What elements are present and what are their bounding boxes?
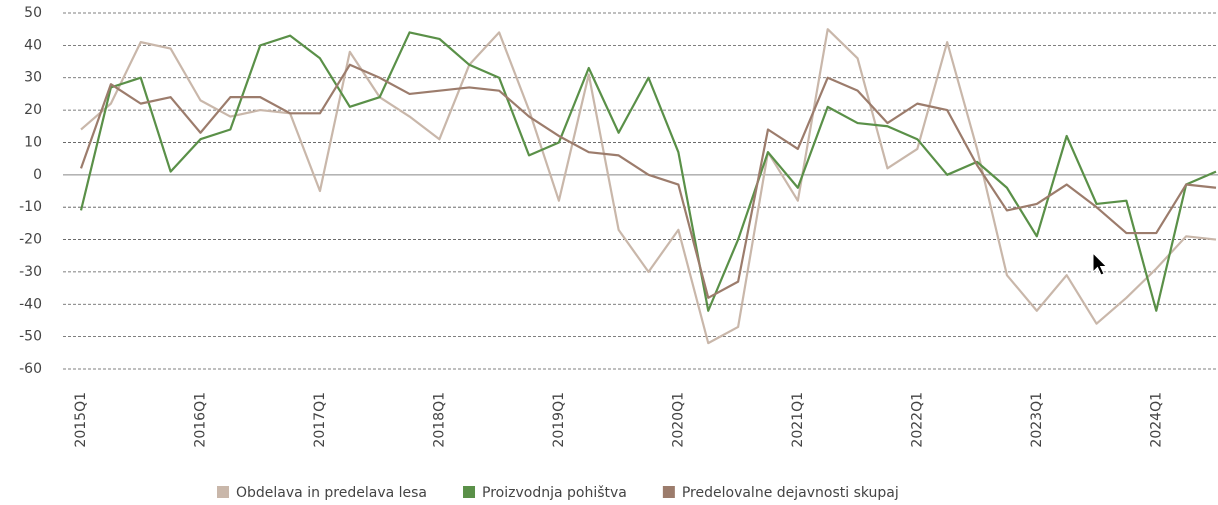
y-tick-label: 20 <box>24 102 42 118</box>
y-tick-label: -30 <box>19 264 42 280</box>
y-tick-label: 10 <box>24 134 42 150</box>
y-tick-label: -40 <box>19 296 42 312</box>
x-tick-label: 2021Q1 <box>790 392 806 448</box>
series-line <box>79 31 1217 312</box>
legend-swatch <box>662 486 675 498</box>
mouse-cursor <box>1092 251 1108 276</box>
x-tick-label: 2015Q1 <box>73 392 89 448</box>
legend-swatch <box>217 486 229 498</box>
y-tick-label: -60 <box>19 361 42 377</box>
legend-swatch <box>463 486 476 498</box>
y-tick-label: -20 <box>19 232 42 248</box>
y-tick-label: 40 <box>24 37 42 53</box>
x-tick-label: 2022Q1 <box>909 392 925 448</box>
legend-label: Predelovalne dejavnosti skupaj <box>682 485 899 501</box>
x-tick-label: 2023Q1 <box>1029 392 1045 448</box>
x-tick-label: 2019Q1 <box>551 392 567 448</box>
series-line <box>79 63 1217 299</box>
x-tick-label: 2016Q1 <box>192 392 208 448</box>
y-tick-label: -10 <box>19 199 42 215</box>
legend-label: Proizvodnja pohištva <box>482 485 627 501</box>
x-tick-label: 2024Q1 <box>1148 392 1164 448</box>
y-tick-label: 30 <box>24 70 42 86</box>
y-tick-label: -50 <box>19 329 42 345</box>
series-line <box>80 28 1217 345</box>
x-tick-label: 2020Q1 <box>670 392 686 448</box>
x-tick-label: 2018Q1 <box>431 392 447 448</box>
legend-label: Obdelava in predelava lesa <box>236 485 427 501</box>
x-tick-label: 2017Q1 <box>312 392 328 448</box>
y-tick-label: 0 <box>33 167 42 183</box>
y-tick-label: 50 <box>24 5 42 21</box>
